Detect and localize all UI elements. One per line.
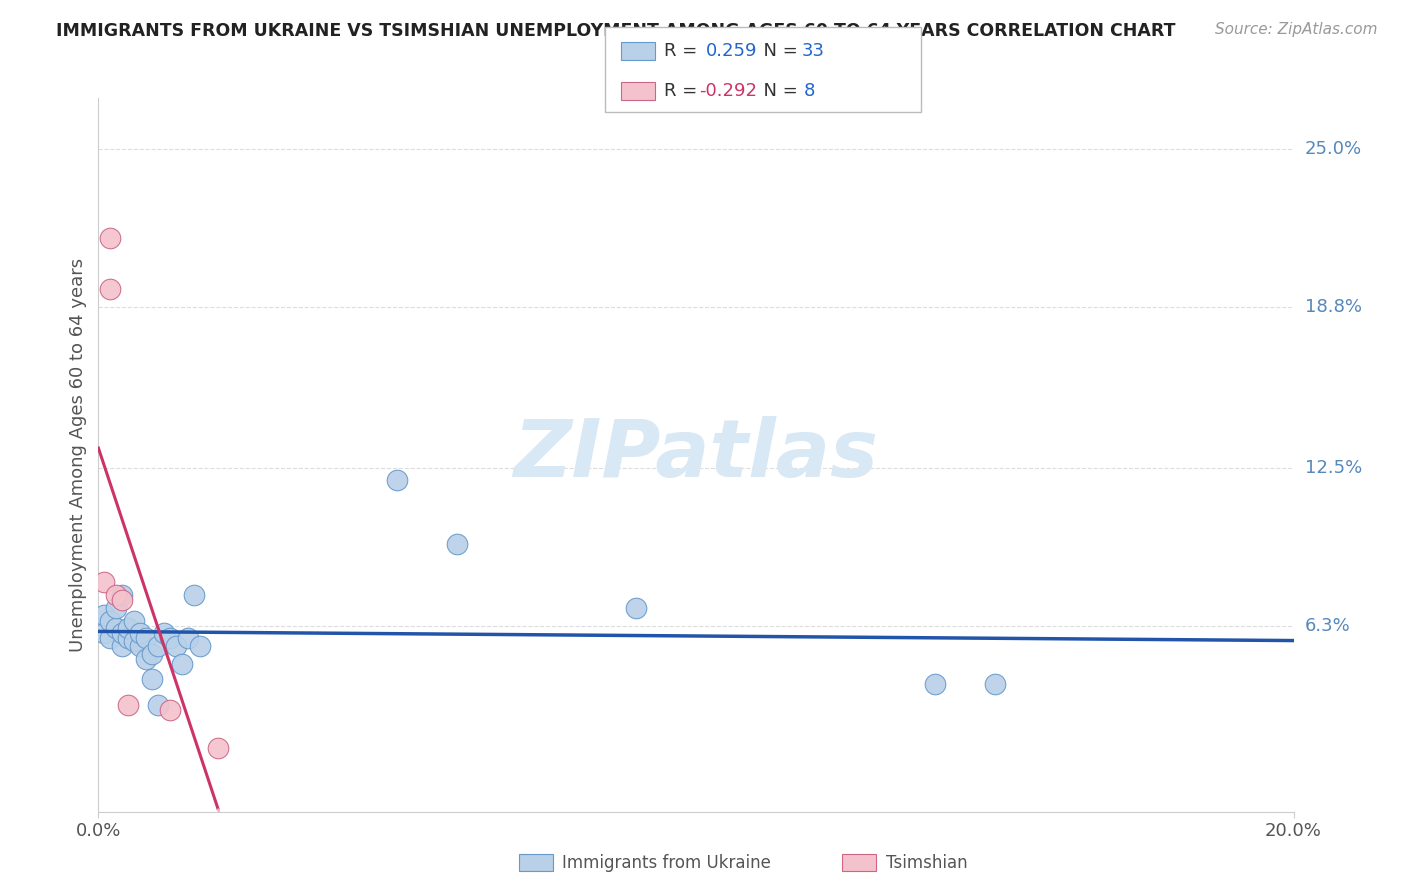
Point [124, 614, 146, 628]
Point [624, 600, 647, 615]
Point [111, 626, 134, 640]
Point [98, 614, 122, 628]
Point [188, 639, 211, 653]
Text: 25.0%: 25.0% [1305, 140, 1362, 158]
Point [924, 677, 946, 691]
Point [141, 672, 163, 686]
Text: N =: N = [752, 42, 804, 60]
Point [93, 626, 115, 640]
Text: Tsimshian: Tsimshian [886, 854, 967, 871]
Text: R =: R = [664, 82, 703, 100]
Point [93, 608, 115, 623]
Point [105, 588, 128, 602]
Text: 8: 8 [804, 82, 815, 100]
Point [207, 741, 229, 756]
Text: 18.8%: 18.8% [1305, 298, 1361, 316]
Point [159, 632, 181, 646]
Point [983, 677, 1005, 691]
Y-axis label: Unemployment Among Ages 60 to 64 years: Unemployment Among Ages 60 to 64 years [69, 258, 87, 652]
Text: Immigrants from Ukraine: Immigrants from Ukraine [562, 854, 772, 871]
Point [93, 575, 115, 590]
Point [141, 647, 163, 661]
Point [148, 698, 170, 712]
Point [135, 632, 157, 646]
Point [135, 652, 157, 666]
Point [172, 657, 194, 671]
Point [148, 639, 170, 653]
Text: 33: 33 [801, 42, 824, 60]
Point [105, 621, 128, 635]
Point [117, 632, 139, 646]
Point [117, 698, 139, 712]
Text: ZIPatlas: ZIPatlas [513, 416, 879, 494]
Point [111, 593, 134, 607]
Point [159, 703, 181, 717]
Point [153, 626, 176, 640]
Text: -0.292: -0.292 [699, 82, 756, 100]
Point [105, 600, 128, 615]
Point [111, 588, 134, 602]
Text: N =: N = [752, 82, 810, 100]
Point [177, 632, 200, 646]
Point [98, 231, 122, 245]
Point [98, 282, 122, 296]
Text: R =: R = [664, 42, 709, 60]
Point [111, 639, 134, 653]
Text: Source: ZipAtlas.com: Source: ZipAtlas.com [1215, 22, 1378, 37]
Text: 0.259: 0.259 [706, 42, 758, 60]
Point [117, 621, 139, 635]
Point [446, 537, 468, 551]
Point [129, 639, 152, 653]
Point [98, 632, 122, 646]
Point [129, 626, 152, 640]
Point [385, 474, 409, 488]
Point [183, 588, 205, 602]
Text: 6.3%: 6.3% [1305, 616, 1350, 635]
Point [124, 634, 146, 648]
Point [165, 639, 187, 653]
Text: IMMIGRANTS FROM UKRAINE VS TSIMSHIAN UNEMPLOYMENT AMONG AGES 60 TO 64 YEARS CORR: IMMIGRANTS FROM UKRAINE VS TSIMSHIAN UNE… [56, 22, 1175, 40]
Text: 12.5%: 12.5% [1305, 458, 1362, 476]
